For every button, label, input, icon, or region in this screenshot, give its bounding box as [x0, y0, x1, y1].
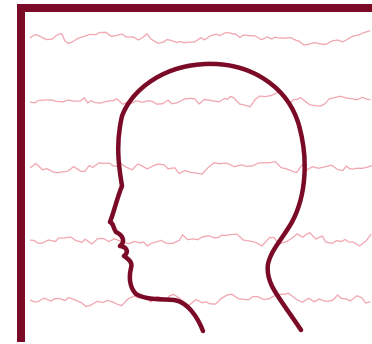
- brainwave-trace-4: [29, 232, 372, 247]
- head-profile-outline: [107, 61, 307, 334]
- brainwave-traces: [29, 29, 372, 308]
- frame-top-border: [17, 4, 372, 12]
- brainwave-trace-1: [29, 29, 371, 46]
- brainwave-trace-5: [29, 292, 371, 308]
- frame-left-border: [17, 4, 25, 342]
- brainwave-trace-2: [29, 91, 371, 108]
- brainwave-trace-3: [29, 160, 372, 175]
